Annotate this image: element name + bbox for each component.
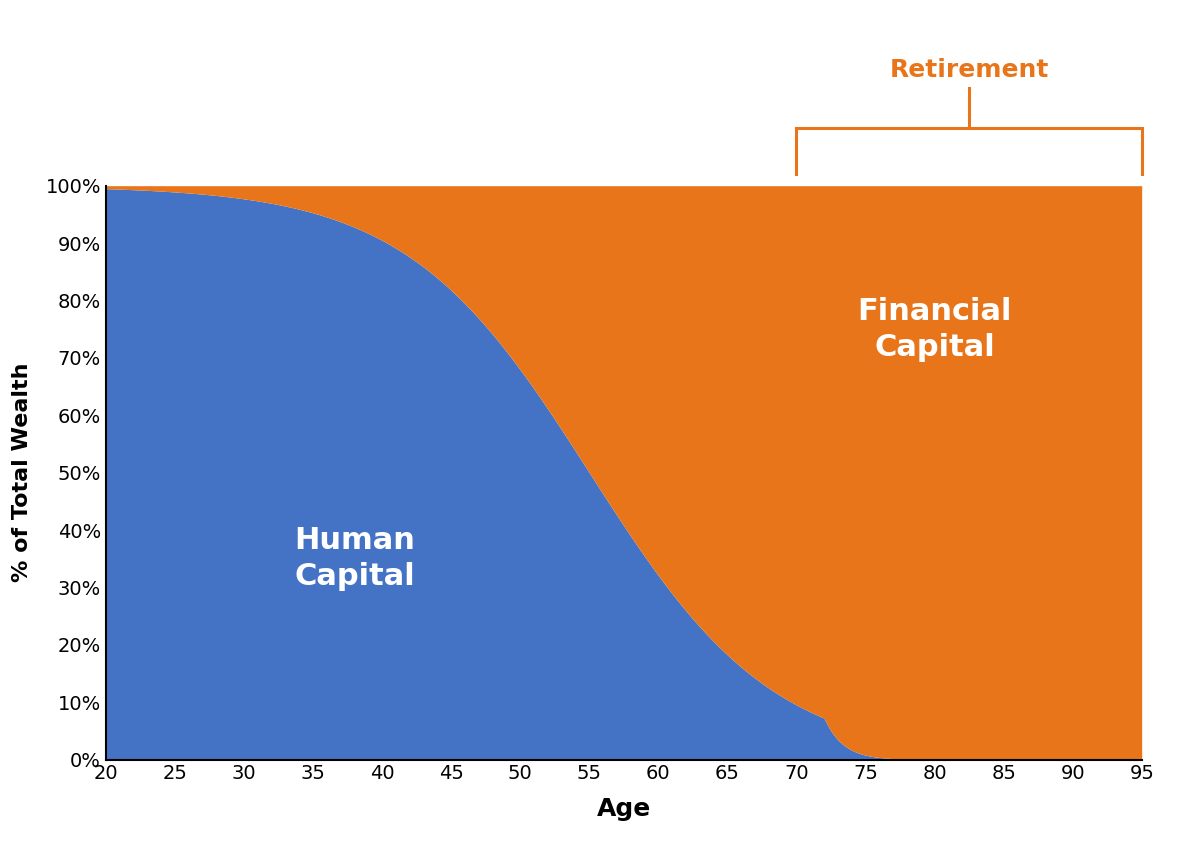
Y-axis label: % of Total Wealth: % of Total Wealth	[12, 363, 32, 582]
Text: Financial
Capital: Financial Capital	[857, 297, 1012, 361]
Text: Retirement: Retirement	[890, 58, 1049, 83]
Text: Human
Capital: Human Capital	[294, 527, 415, 591]
X-axis label: Age: Age	[597, 798, 651, 821]
